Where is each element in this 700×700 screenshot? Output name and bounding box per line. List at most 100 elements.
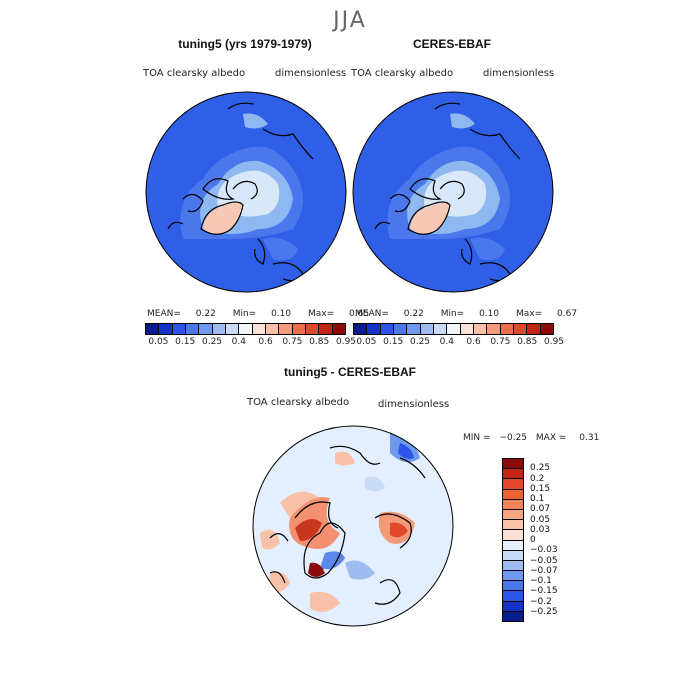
diff-units-label: dimensionless xyxy=(378,399,450,410)
season-title: JJA xyxy=(333,8,367,33)
colorbar-swatch xyxy=(487,324,501,334)
min-label: Min= xyxy=(440,309,465,319)
left-colorbar-ticks: 0.05 0.15 0.25 0.4 0.6 0.75 0.85 0.95 xyxy=(145,337,356,349)
colorbar-swatch xyxy=(407,324,421,334)
colorbar-swatch xyxy=(354,324,368,334)
colorbar-swatch xyxy=(503,499,523,510)
colorbar-tick-label: 0.85 xyxy=(517,337,538,347)
mean-value: 0.22 xyxy=(403,309,424,319)
min-label: Min= xyxy=(232,309,257,319)
colorbar-swatch xyxy=(527,324,541,334)
coastlines xyxy=(374,102,521,282)
colorbar-tick-label: 0.85 xyxy=(309,337,330,347)
colorbar-swatch xyxy=(319,324,333,334)
colorbar-swatch xyxy=(225,324,240,334)
colorbar-tick-label: −0.2 xyxy=(530,596,552,607)
colorbar-tick-label: −0.1 xyxy=(530,576,552,586)
colorbar-tick-label: 0.07 xyxy=(530,504,551,515)
right-stats-row: MEAN= 0.22 Min= 0.10 Max= 0.67 xyxy=(355,309,577,319)
colorbar-tick-label: 0.03 xyxy=(530,524,551,535)
colorbar-swatch xyxy=(503,581,523,592)
colorbar-swatch xyxy=(503,469,523,480)
colorbar-tick-label: 0.95 xyxy=(335,337,357,347)
colorbar-swatch xyxy=(292,324,306,334)
max-label: Max= xyxy=(516,309,543,319)
colorbar-swatch xyxy=(279,324,293,334)
colorbar-swatch xyxy=(503,571,523,582)
colorbar-swatch xyxy=(367,324,381,334)
right-variable-label: TOA clearsky albedo xyxy=(351,68,454,79)
colorbar-tick-label: 0.25 xyxy=(409,337,431,347)
mean-value: 0.22 xyxy=(195,309,216,319)
colorbar-swatch xyxy=(332,324,345,334)
colorbar-tick-label: 0.1 xyxy=(530,494,545,504)
colorbar-swatch xyxy=(503,591,523,602)
diff-colorbar xyxy=(502,458,524,622)
colorbar-tick-label: −0.03 xyxy=(530,545,558,556)
colorbar-swatch xyxy=(380,324,394,334)
left-stats-row: MEAN= 0.22 Min= 0.10 Max= 0.65 xyxy=(147,309,369,319)
min-value: −0.25 xyxy=(499,433,528,443)
right-colorbar xyxy=(353,323,554,335)
colorbar-tick-label: −0.05 xyxy=(530,555,558,566)
colorbar-tick-label: 0.95 xyxy=(543,337,565,347)
colorbar-tick-label: 0.15 xyxy=(175,337,196,347)
colorbar-tick-label: 0.05 xyxy=(530,514,551,525)
colorbar-swatch xyxy=(252,324,266,334)
max-label: Max= xyxy=(308,309,335,319)
colorbar-swatch xyxy=(513,324,528,334)
colorbar-tick-label: 0.15 xyxy=(383,337,404,347)
right-panel-title: CERES-EBAF xyxy=(412,37,491,51)
colorbar-swatch xyxy=(239,324,253,334)
colorbar-swatch xyxy=(447,324,461,334)
max-label: MAX = xyxy=(535,433,567,443)
colorbar-tick-label: 0.6 xyxy=(258,337,273,347)
left-panel-title: tuning5 (yrs 1979-1979) xyxy=(178,37,312,51)
colorbar-swatch xyxy=(460,324,474,334)
colorbar-tick-label: 0.4 xyxy=(439,337,454,347)
diff-stats-row: MIN = −0.25 MAX = 0.31 xyxy=(463,433,599,443)
right-polar-map xyxy=(352,91,554,293)
colorbar-tick-label: 0.25 xyxy=(201,337,223,347)
colorbar-swatch xyxy=(503,550,523,561)
colorbar-swatch xyxy=(305,324,320,334)
max-value: 0.67 xyxy=(557,309,578,319)
left-polar-map xyxy=(145,91,347,293)
mean-label: MEAN= xyxy=(147,309,181,319)
colorbar-swatch xyxy=(433,324,448,334)
colorbar-swatch xyxy=(212,324,226,334)
colorbar-swatch xyxy=(503,611,523,621)
min-value: 0.10 xyxy=(271,309,292,319)
colorbar-tick-label: 0.75 xyxy=(282,337,303,347)
diff-field xyxy=(253,426,453,626)
diff-polar-map xyxy=(252,425,454,627)
colorbar-tick-label: 0.05 xyxy=(356,337,377,347)
colorbar-tick-label: 0.75 xyxy=(490,337,511,347)
max-value: 0.31 xyxy=(579,433,600,443)
diff-variable-label: TOA clearsky albedo xyxy=(247,397,350,408)
min-label: MIN = xyxy=(463,433,491,443)
colorbar-tick-label: 0.2 xyxy=(530,473,545,484)
colorbar-swatch xyxy=(172,324,186,334)
colorbar-tick-label: 0.05 xyxy=(148,337,169,347)
colorbar-tick-label: −0.07 xyxy=(530,565,558,576)
left-variable-label: TOA clearsky albedo xyxy=(143,68,246,79)
colorbar-swatch xyxy=(500,324,514,334)
max-value: 0.65 xyxy=(349,309,370,319)
colorbar-swatch xyxy=(159,324,173,334)
colorbar-swatch xyxy=(503,540,523,551)
colorbar-swatch xyxy=(503,520,523,531)
colorbar-tick-label: 0 xyxy=(530,535,536,545)
mean-label: MEAN= xyxy=(355,309,389,319)
colorbar-swatch xyxy=(503,530,523,541)
colorbar-tick-label: 0.25 xyxy=(530,463,551,474)
coastlines xyxy=(269,445,426,605)
colorbar-swatch xyxy=(185,324,200,334)
colorbar-swatch xyxy=(146,324,160,334)
left-colorbar xyxy=(145,323,346,335)
min-value: 0.10 xyxy=(479,309,500,319)
colorbar-swatch xyxy=(199,324,213,334)
colorbar-tick-label: 0.4 xyxy=(231,337,246,347)
colorbar-swatch xyxy=(503,560,523,572)
colorbar-swatch xyxy=(265,324,280,334)
